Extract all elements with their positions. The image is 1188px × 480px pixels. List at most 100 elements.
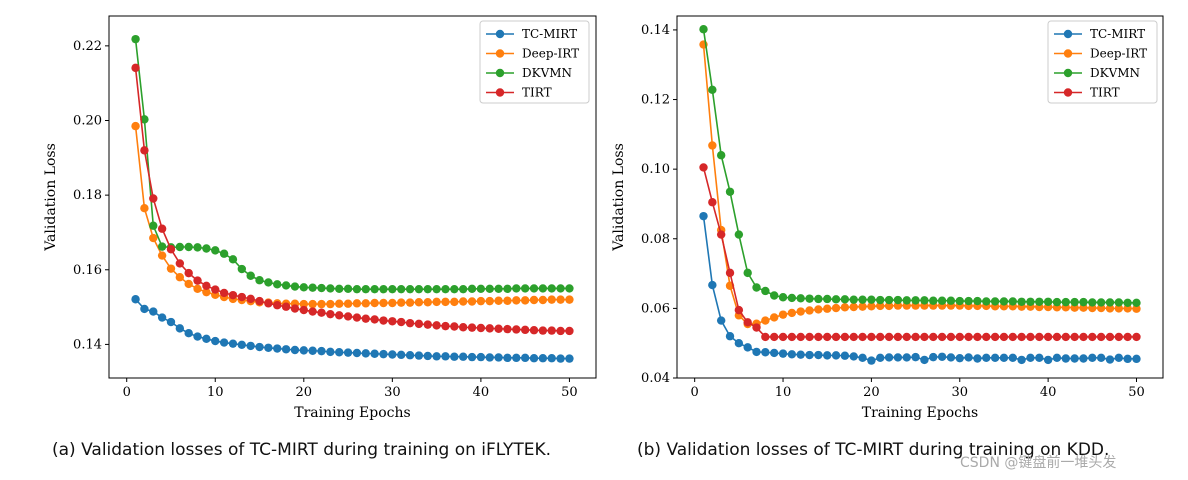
- data-point: [219, 249, 229, 258]
- data-point: [202, 281, 211, 291]
- data-point: [343, 284, 353, 294]
- data-point: [911, 296, 920, 305]
- data-point: [920, 332, 929, 342]
- data-point: [450, 352, 459, 361]
- data-point: [529, 284, 539, 293]
- data-point: [441, 352, 450, 361]
- data-point: [556, 354, 565, 363]
- data-point: [770, 313, 779, 322]
- data-point: [752, 323, 761, 332]
- data-point: [946, 296, 956, 305]
- data-point: [1105, 298, 1115, 307]
- data-point: [770, 348, 779, 358]
- data-point: [405, 351, 415, 360]
- data-point: [823, 332, 832, 342]
- data-point: [982, 332, 991, 342]
- data-point: [946, 353, 956, 362]
- data-point: [876, 353, 885, 363]
- data-point: [867, 302, 876, 311]
- data-point: [379, 298, 388, 308]
- x-tick-label: 10: [775, 385, 792, 400]
- data-point: [219, 338, 229, 347]
- plot-frame: [676, 15, 1164, 379]
- data-point: [308, 346, 317, 355]
- data-point: [184, 329, 193, 338]
- data-point: [990, 297, 1000, 306]
- series-dkvmn: [699, 25, 1141, 308]
- data-point: [1132, 354, 1141, 364]
- data-point: [787, 350, 797, 359]
- data-point: [716, 316, 726, 325]
- data-point: [520, 284, 530, 293]
- data-point: [131, 34, 140, 44]
- data-point: [211, 246, 220, 255]
- data-point: [405, 284, 415, 294]
- data-point: [823, 304, 832, 313]
- data-point: [397, 298, 406, 307]
- data-point: [778, 310, 788, 319]
- legend-marker: [495, 49, 505, 58]
- data-point: [184, 279, 193, 289]
- data-point: [725, 268, 735, 278]
- data-point: [999, 297, 1009, 306]
- data-point: [1088, 332, 1097, 342]
- data-point: [228, 290, 238, 300]
- data-point: [397, 350, 406, 360]
- x-tick-label: 30: [384, 385, 401, 400]
- data-point: [716, 230, 726, 239]
- data-point: [476, 296, 486, 306]
- data-point: [761, 348, 770, 357]
- data-point: [1026, 297, 1035, 306]
- data-point: [352, 348, 362, 358]
- data-point: [423, 284, 432, 294]
- data-point: [450, 322, 459, 331]
- data-point: [503, 296, 512, 305]
- data-point: [246, 341, 255, 351]
- caption-b: (b) Validation losses of TC-MIRT during …: [637, 440, 1110, 460]
- data-point: [166, 317, 176, 327]
- data-point: [538, 354, 548, 363]
- data-point: [370, 284, 379, 294]
- data-point: [964, 332, 973, 342]
- data-point: [929, 332, 938, 342]
- data-point: [849, 332, 858, 342]
- data-point: [1070, 297, 1079, 307]
- y-tick-label: 0.18: [73, 188, 102, 203]
- data-point: [1123, 354, 1132, 364]
- data-point: [734, 305, 744, 315]
- x-tick-label: 50: [561, 385, 578, 400]
- data-point: [308, 283, 317, 292]
- data-point: [1017, 332, 1026, 342]
- data-point: [902, 353, 911, 362]
- plot-frame: [108, 15, 597, 379]
- data-point: [1105, 355, 1115, 364]
- legend-marker: [495, 29, 505, 39]
- data-point: [876, 295, 885, 305]
- data-point: [290, 282, 300, 291]
- data-point: [1035, 332, 1044, 342]
- data-point: [157, 313, 167, 322]
- data-point: [893, 332, 903, 342]
- chart-a: 0 10 20 30 40 50 0.14 0.16 0.18 0.20 0.22 Training …: [43, 15, 597, 421]
- data-point: [902, 332, 911, 342]
- data-point: [370, 315, 379, 324]
- data-point: [858, 332, 867, 342]
- data-point: [458, 323, 468, 332]
- data-point: [840, 303, 850, 312]
- data-point: [485, 324, 494, 333]
- data-point: [565, 354, 574, 363]
- data-point: [840, 332, 850, 342]
- data-point: [529, 354, 539, 363]
- data-point: [512, 325, 521, 334]
- data-point: [770, 291, 779, 300]
- data-point: [787, 332, 797, 342]
- data-point: [352, 299, 362, 308]
- data-point: [787, 308, 797, 318]
- data-point: [273, 280, 282, 289]
- data-point: [805, 294, 814, 303]
- data-point: [556, 326, 565, 336]
- data-point: [211, 285, 220, 294]
- data-point: [343, 312, 353, 321]
- data-point: [840, 295, 850, 304]
- y-tick-label: 0.14: [641, 23, 670, 38]
